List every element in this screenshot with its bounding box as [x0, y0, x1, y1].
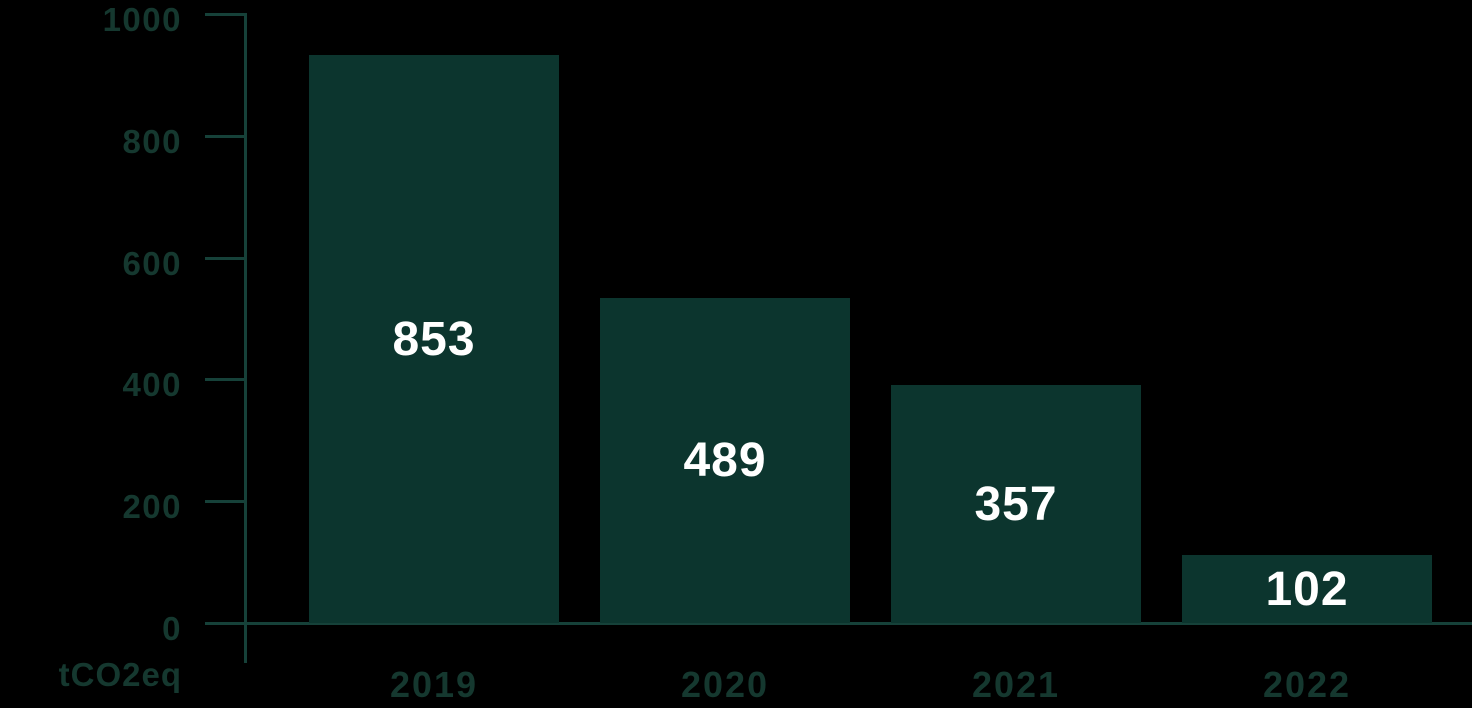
bar-2019: 853 [309, 55, 559, 623]
x-axis-category-label: 2022 [1262, 664, 1352, 705]
y-axis-tick [205, 622, 247, 625]
y-axis-unit-label: tCO2eq [58, 656, 182, 693]
y-axis-tick-label: 400 [122, 366, 182, 403]
y-axis-tick-label: 200 [122, 488, 182, 525]
y-axis-tick [205, 13, 247, 16]
y-axis-tick [205, 257, 247, 260]
x-axis-category-label: 2021 [971, 664, 1061, 705]
y-axis-tick-label: 1000 [102, 1, 182, 38]
bar-2021: 357 [891, 385, 1141, 623]
bar-2022: 102 [1182, 555, 1432, 623]
bar-value-label: 853 [392, 312, 476, 366]
y-axis-tick [205, 135, 247, 138]
y-axis-line [244, 13, 247, 663]
bar-2020: 489 [600, 298, 850, 623]
x-axis-category-label: 2020 [680, 664, 770, 705]
y-axis-tick-label: 0 [162, 610, 182, 647]
bar-value-label: 489 [683, 434, 767, 487]
y-axis-tick [205, 500, 247, 503]
bar-value-label: 357 [974, 477, 1058, 531]
x-axis-line [205, 622, 1472, 625]
y-axis-tick-label: 800 [122, 123, 182, 160]
y-axis-tick-label: 600 [122, 245, 182, 282]
y-axis-tick [205, 378, 247, 381]
bar-value-label: 102 [1265, 562, 1349, 616]
x-axis-category-label: 2019 [389, 664, 479, 705]
